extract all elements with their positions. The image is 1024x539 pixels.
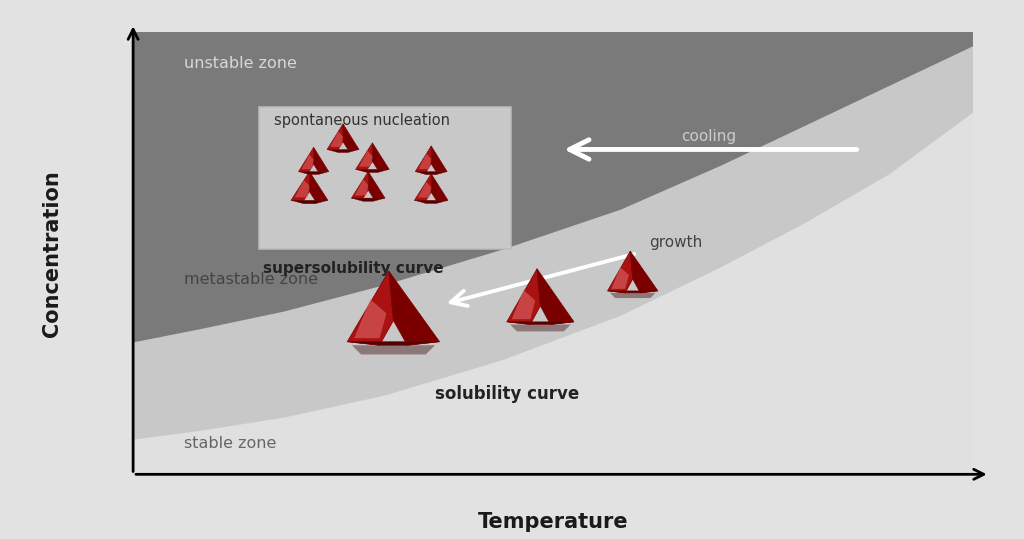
Polygon shape xyxy=(416,171,447,175)
Text: metastable zone: metastable zone xyxy=(183,272,317,287)
Polygon shape xyxy=(610,293,655,298)
Polygon shape xyxy=(416,146,431,171)
Polygon shape xyxy=(537,269,573,324)
Polygon shape xyxy=(355,143,373,169)
Polygon shape xyxy=(419,154,431,169)
Polygon shape xyxy=(352,345,435,355)
Polygon shape xyxy=(343,124,359,149)
Polygon shape xyxy=(309,171,328,201)
Polygon shape xyxy=(133,46,973,439)
Polygon shape xyxy=(611,267,629,289)
Polygon shape xyxy=(510,324,570,331)
Text: solubility curve: solubility curve xyxy=(435,385,580,403)
Polygon shape xyxy=(415,174,431,201)
Polygon shape xyxy=(354,179,369,196)
Text: cooling: cooling xyxy=(681,129,736,143)
Polygon shape xyxy=(431,174,449,201)
Text: stable zone: stable zone xyxy=(183,436,275,451)
Text: growth: growth xyxy=(649,234,702,250)
Polygon shape xyxy=(354,299,386,338)
Polygon shape xyxy=(431,146,447,171)
Polygon shape xyxy=(389,271,439,345)
Polygon shape xyxy=(607,251,633,293)
Polygon shape xyxy=(415,201,449,204)
Text: Concentration: Concentration xyxy=(42,170,61,337)
Polygon shape xyxy=(607,291,657,293)
Polygon shape xyxy=(512,290,536,319)
Polygon shape xyxy=(351,198,385,201)
Polygon shape xyxy=(630,251,657,293)
Polygon shape xyxy=(418,182,431,198)
Polygon shape xyxy=(291,171,309,201)
Polygon shape xyxy=(351,171,369,198)
Polygon shape xyxy=(369,171,385,198)
Polygon shape xyxy=(133,32,973,342)
Polygon shape xyxy=(331,132,343,147)
Text: Temperature: Temperature xyxy=(477,512,629,532)
Polygon shape xyxy=(291,201,328,204)
Polygon shape xyxy=(359,151,373,167)
Text: unstable zone: unstable zone xyxy=(183,56,296,71)
Polygon shape xyxy=(299,171,329,175)
FancyBboxPatch shape xyxy=(259,107,511,249)
Polygon shape xyxy=(301,155,313,169)
Polygon shape xyxy=(373,143,389,169)
Polygon shape xyxy=(347,342,439,345)
Polygon shape xyxy=(347,271,393,345)
Polygon shape xyxy=(313,147,329,171)
Polygon shape xyxy=(327,124,343,149)
Polygon shape xyxy=(507,269,541,324)
Polygon shape xyxy=(507,322,573,324)
Text: spontaneous nucleation: spontaneous nucleation xyxy=(274,113,451,128)
Text: supersolubility curve: supersolubility curve xyxy=(263,261,443,276)
Polygon shape xyxy=(327,149,359,153)
Polygon shape xyxy=(299,147,313,171)
Polygon shape xyxy=(295,180,309,197)
Polygon shape xyxy=(355,169,389,172)
